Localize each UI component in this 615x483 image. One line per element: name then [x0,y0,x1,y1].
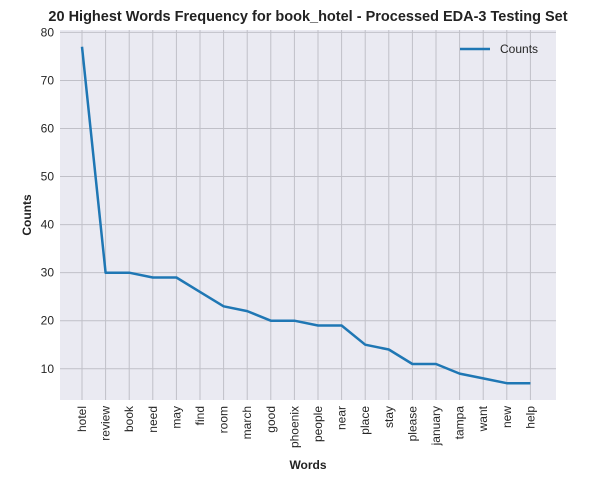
x-tick-label: stay [382,406,396,428]
x-tick-label: book [122,405,136,432]
series-layer [80,46,531,385]
x-tick-label: help [523,406,537,429]
y-tick-label: 60 [41,122,55,136]
grid-lines [60,30,556,400]
y-tick-label: 50 [41,170,55,184]
x-tick-label: march [240,406,254,439]
x-axis-ticks: hotel review book need may find room march good p… [75,405,537,448]
x-tick-label: people [311,406,325,442]
y-tick-label: 10 [41,362,55,376]
x-tick-label: january [429,406,443,446]
y-axis-title: Counts [20,194,34,236]
y-tick-label: 40 [41,218,55,232]
y-tick-label: 30 [41,266,55,280]
series-line-counts [80,46,531,385]
legend: Counts [460,42,538,56]
y-axis-ticks: 10 20 30 40 50 60 70 80 [41,25,55,375]
x-tick-label: find [193,406,207,425]
x-tick-label: may [169,406,183,429]
x-tick-label: please [405,406,419,442]
x-tick-label: want [476,405,490,432]
legend-label-counts: Counts [500,42,538,56]
y-tick-label: 70 [41,73,55,87]
x-tick-label: tampa [453,406,467,440]
x-tick-label: room [217,406,231,433]
y-tick-label: 20 [41,314,55,328]
x-tick-label: good [264,406,278,433]
x-tick-label: near [335,406,349,430]
y-tick-label: 80 [41,25,55,39]
x-axis-title: Words [289,458,326,472]
x-tick-label: place [358,406,372,435]
x-tick-label: new [500,406,514,428]
chart-title: 20 Highest Words Frequency for book_hote… [48,9,567,25]
plot-area [60,30,556,400]
x-tick-label: review [99,406,113,441]
x-tick-label: need [146,406,160,433]
x-tick-label: hotel [75,406,89,432]
x-tick-label: phoenix [287,406,301,448]
